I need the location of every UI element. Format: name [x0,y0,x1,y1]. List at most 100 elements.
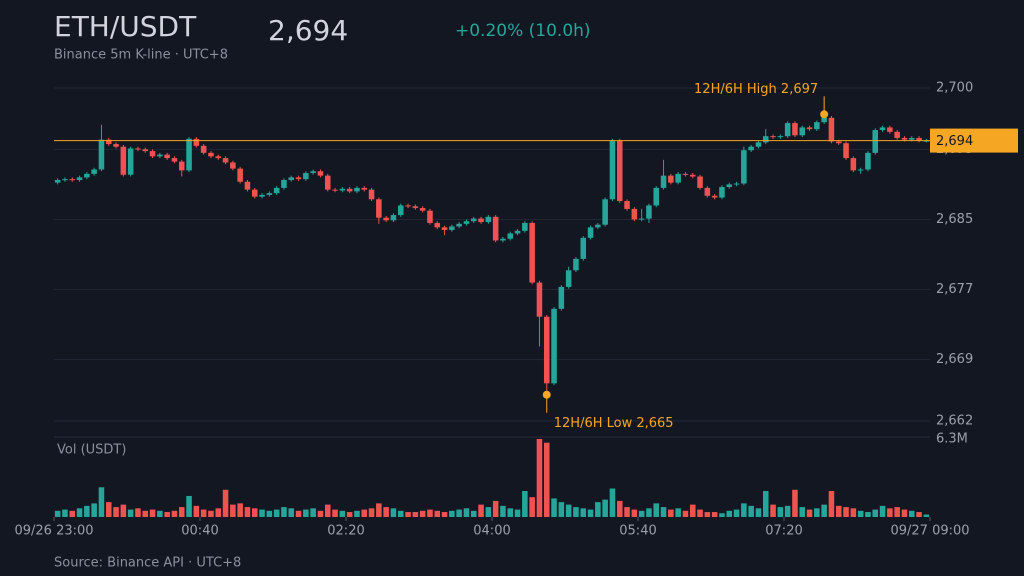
volume-bar [726,510,733,517]
price-change: +0.20% (10.0h) [455,21,591,41]
volume-bar [288,508,295,517]
candle-body [638,218,645,220]
volume-bar [755,508,762,517]
y-tick-label: 2,669 [936,352,973,367]
volume-bar [697,509,703,517]
candle-body [113,144,119,147]
candle-body [529,222,535,283]
volume-bar [777,507,784,517]
candle-body [251,189,258,197]
candle-body [376,199,382,218]
volume-bar [149,509,156,517]
x-tick-label: 04:00 [473,524,510,539]
candle-body [149,151,156,157]
candle-body [98,139,105,170]
candle-body [215,156,222,159]
candle-body [843,143,849,159]
candle-body [543,316,550,384]
candle-body [828,117,835,142]
volume-bar [879,505,886,517]
candle-body [755,142,762,147]
candle-body [485,216,492,223]
volume-bar [303,509,309,517]
candle-body [595,224,601,228]
x-tick-label: 02:20 [327,524,364,539]
candle-body [288,177,295,181]
volume-bar [186,495,192,517]
volume-bar [573,507,579,517]
candle-body [84,173,90,178]
candle-body [609,140,616,200]
candle-body [76,177,83,181]
x-tick-label: 07:20 [765,524,802,539]
volume-bar [230,504,236,517]
candle-body [704,187,711,196]
volume-bar [835,505,842,517]
candle-body [697,176,703,188]
volume-bar [514,509,521,517]
candle-body [675,173,681,183]
candle-body [689,174,696,177]
candle-body [762,136,769,143]
volume-bar [529,497,535,517]
candle-body [646,205,652,219]
volume-bar [427,509,433,517]
candle-body [412,206,419,209]
candle-body [230,162,236,169]
candle-body [237,168,243,182]
candle-body [405,205,411,207]
volume-bar [434,510,441,517]
annotation-marker [820,110,829,119]
candle-body [91,169,97,174]
candle-body [142,149,149,152]
volume-bar [215,508,222,517]
volume-bar [682,510,689,517]
candle-body [186,138,192,171]
volume-bar [850,508,857,517]
candle-body [222,158,229,163]
candle-body [303,173,309,180]
volume-bar [281,507,287,517]
volume-label: Vol (USDT) [57,443,126,458]
candle-body [748,146,754,151]
volume-bar [361,509,368,517]
volume-bar [711,512,718,517]
volume-bar [500,505,506,517]
volume-bar [354,510,360,517]
volume-bar [799,507,806,517]
candle-body [354,187,360,192]
volume-bar [478,504,484,517]
candle-body [164,154,170,159]
candle-body [310,171,316,174]
candle-body [814,122,820,130]
volume-bar [602,499,608,517]
volume-bar [273,509,280,517]
volume-bar [346,512,353,517]
candle-body [821,117,827,123]
candle-body [500,238,506,241]
volume-bar [266,510,273,517]
candle-body [368,189,375,200]
candle-body [332,189,338,191]
volume-bar [164,512,170,517]
volume-bar [901,509,908,517]
volume-bar [485,507,492,517]
candle-body [865,152,871,170]
volume-bar [419,510,426,517]
volume-bar [441,512,448,517]
volume-bar [157,510,163,517]
volume-bar [405,512,411,517]
candle-body [580,237,587,259]
volume-bar [54,510,61,517]
volume-bar [631,509,638,517]
volume-bar [616,500,623,517]
volume-bar [492,500,499,517]
volume-bar [595,502,601,517]
candle-body [558,286,565,309]
volume-bar [332,509,338,517]
volume-bar [551,498,557,517]
volume-bar [383,507,389,517]
volume-bar [792,489,798,517]
candle-body [383,217,389,221]
